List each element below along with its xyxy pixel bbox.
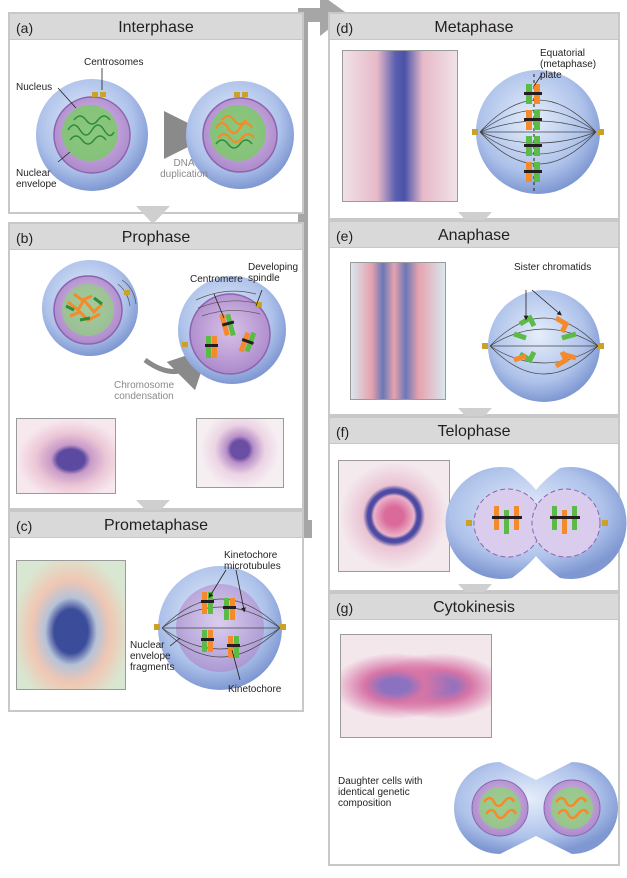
panel-letter: (f) xyxy=(336,424,350,440)
panel-interphase-header: (a) Interphase xyxy=(10,14,302,40)
anaphase-cell xyxy=(482,289,604,402)
label-kinetochore: Kinetochore xyxy=(228,684,282,695)
label-daughter-cells: Daughter cells with identical genetic co… xyxy=(338,776,423,809)
panel-letter: (g) xyxy=(336,600,354,616)
prophase-late-cell xyxy=(178,276,286,384)
panel-telophase-header: (f) Telophase xyxy=(330,418,618,444)
label-centrosomes: Centrosomes xyxy=(84,57,144,68)
panel-title: Cytokinesis xyxy=(433,599,515,616)
micrograph-prophase-early xyxy=(16,418,116,494)
chevron-down-icon xyxy=(136,206,170,224)
panel-title: Metaphase xyxy=(434,19,514,36)
micrograph-metaphase xyxy=(342,50,458,202)
daughter-cells xyxy=(454,762,618,854)
panel-title: Telophase xyxy=(437,423,511,440)
cell-before-duplication xyxy=(36,79,148,191)
prometaphase-cell xyxy=(154,566,286,690)
prophase-early-cell xyxy=(42,260,138,356)
label-dna-duplication: DNA duplication xyxy=(160,158,208,180)
panel-cytokinesis-header: (g) Cytokinesis xyxy=(330,594,618,620)
label-equatorial-plate: Equatorial (metaphase) plate xyxy=(540,48,597,81)
panel-prometaphase-header: (c) Prometaphase xyxy=(10,512,302,538)
label-kinetochore-microtubules: Kinetochore microtubules xyxy=(224,550,281,572)
chevron-down-icon xyxy=(136,500,170,518)
label-sister-chromatids: Sister chromatids xyxy=(514,262,592,273)
label-nuclear-envelope: Nuclear envelope xyxy=(16,168,57,190)
panel-anaphase-header: (e) Anaphase xyxy=(330,222,618,248)
micrograph-prophase-late xyxy=(196,418,284,488)
panel-letter: (a) xyxy=(16,20,34,36)
micrograph-prometaphase xyxy=(16,560,126,690)
micrograph-cytokinesis xyxy=(340,634,492,738)
metaphase-cell xyxy=(472,70,604,194)
label-developing-spindle: Developing spindle xyxy=(248,262,299,284)
panel-letter: (b) xyxy=(16,230,34,246)
panel-title: Interphase xyxy=(118,19,194,36)
panel-letter: (e) xyxy=(336,228,354,244)
label-nuclear-envelope-fragments: Nuclear envelope fragments xyxy=(130,640,175,673)
prophase-cells xyxy=(42,260,286,391)
panel-metaphase-header: (d) Metaphase xyxy=(330,14,618,40)
panel-title: Anaphase xyxy=(437,227,511,244)
label-centromere: Centromere xyxy=(190,274,243,285)
panel-title: Prometaphase xyxy=(103,517,209,534)
interphase-cells xyxy=(36,68,294,191)
label-nucleus: Nucleus xyxy=(16,82,53,93)
cell-after-duplication xyxy=(186,81,294,189)
micrograph-anaphase xyxy=(350,262,446,400)
panel-prophase-header: (b) Prophase xyxy=(10,224,302,250)
panel-title: Prophase xyxy=(121,229,191,246)
label-chromosome-condensation: Chromosome condensation xyxy=(113,380,175,402)
telophase-cells xyxy=(445,467,627,579)
micrograph-telophase xyxy=(338,460,450,572)
panel-letter: (c) xyxy=(16,518,33,534)
panel-letter: (d) xyxy=(336,20,354,36)
